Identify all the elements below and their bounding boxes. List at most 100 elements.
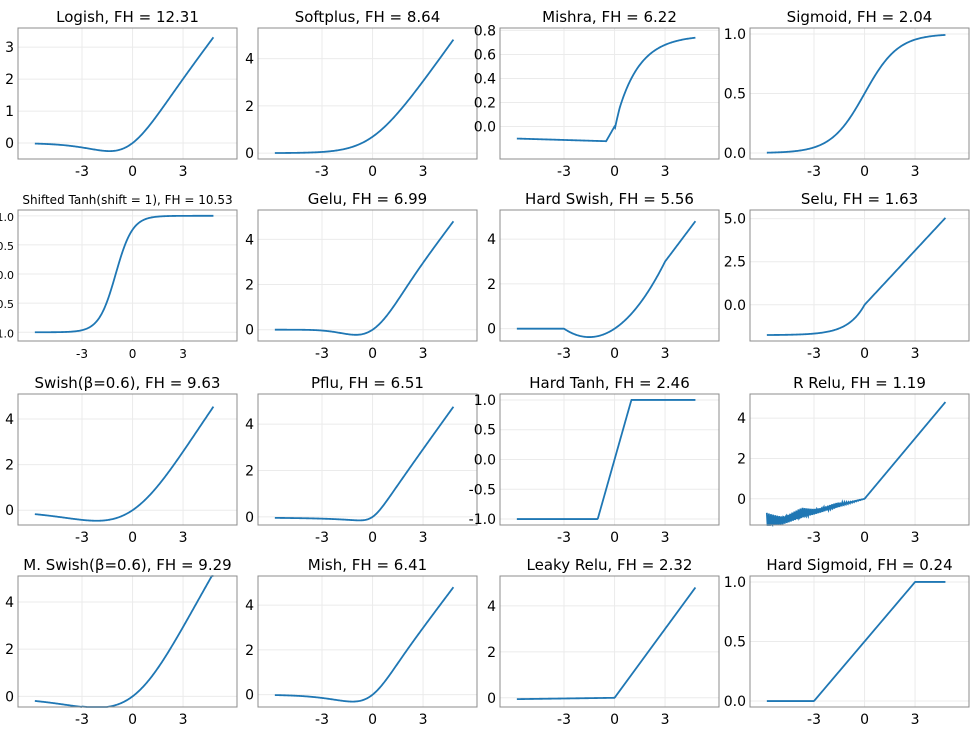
x-tick-label: -3 [807,346,821,362]
series-line [765,401,947,527]
subplot-swish: Swish(β=0.6), FH = 9.63 -3 0 3 0 2 4 [5,374,238,546]
subplot-gelu: Gelu, FH = 6.99 -3 0 3 0 2 4 [245,190,478,362]
x-tick-label: -3 [557,712,571,728]
y-tick-label: 0.8 [474,23,496,39]
y-tick-label: 2 [5,642,14,658]
y-tick-label: 0.0 [474,120,496,136]
series-line [34,214,214,334]
x-tick-label: 3 [419,712,428,728]
plot-frame [749,393,970,526]
x-tick-label: 3 [419,346,428,362]
plot-frame [499,575,720,708]
x-tick-label: 0 [610,164,619,180]
y-tick-label: 4 [245,417,254,433]
subplot-hard-swish: Hard Swish, FH = 5.56 -3 0 3 0 2 4 [487,190,720,362]
plot-frame [499,27,720,160]
series-line [34,575,214,708]
chart-title: Hard Sigmoid, FH = 0.24 [766,556,952,574]
x-tick-label: 0 [610,346,619,362]
x-tick-label: -3 [557,346,571,362]
x-tick-label: 0 [368,164,377,180]
y-tick-label: 1 [5,104,14,120]
series-line [34,36,215,152]
plot-frame [17,27,238,160]
plot-frame [17,393,238,526]
chart-title: Swish(β=0.6), FH = 9.63 [35,374,221,392]
x-tick-label: 3 [419,164,428,180]
y-tick-label: 0 [245,510,254,526]
chart-title: Selu, FH = 1.63 [801,190,918,208]
x-tick-label: -3 [557,164,571,180]
subplot-mish: Mish, FH = 6.41 -3 0 3 0 2 4 [245,556,478,728]
x-tick-label: 0 [128,712,137,728]
y-tick-label: 0 [487,691,496,707]
y-tick-label: 2 [245,464,254,480]
chart-title: Leaky Relu, FH = 2.32 [527,556,693,574]
plot-frame [17,209,238,342]
x-tick-label: -3 [315,712,329,728]
y-tick-label: 2 [245,643,254,659]
y-tick-label: 2.5 [724,255,746,271]
y-tick-label: 2 [487,277,496,293]
plot-frame [257,575,478,708]
y-tick-label: 4 [245,232,254,248]
y-tick-label: 3 [5,40,14,56]
y-tick-label: 2 [487,645,496,661]
y-tick-label: 0.5 [474,423,496,439]
subplot-pflu: Pflu, FH = 6.51 -3 0 3 0 2 4 [245,374,478,546]
x-tick-label: 3 [419,530,428,546]
y-tick-label: -1.0 [469,512,496,528]
series-line [34,406,215,522]
series-line [766,581,946,702]
subplot-leaky-relu: Leaky Relu, FH = 2.32 -3 0 3 0 2 4 [487,556,720,728]
y-tick-label: 0.0 [724,146,746,162]
subplot-r-relu: R Relu, FH = 1.19 -3 0 3 0 2 4 [737,374,970,546]
plot-frame [257,393,478,526]
y-tick-label: 2 [245,278,254,294]
x-tick-label: 3 [661,712,670,728]
y-tick-label: -0.5 [0,298,14,311]
x-tick-label: 3 [911,530,920,546]
x-tick-label: -3 [807,530,821,546]
y-tick-label: 2 [737,451,746,467]
series-line [766,217,947,336]
x-tick-label: -3 [807,712,821,728]
y-tick-label: 1.0 [724,575,746,591]
x-tick-label: 0 [129,347,137,361]
y-tick-label: 4 [487,599,496,615]
chart-title: Logish, FH = 12.31 [56,8,199,26]
x-tick-label: -3 [75,530,89,546]
plot-frame [17,575,238,708]
y-tick-label: 0 [737,492,746,508]
x-tick-label: 0 [128,530,137,546]
chart-title: Sigmoid, FH = 2.04 [787,8,933,26]
y-tick-label: -0.5 [469,482,496,498]
y-tick-label: 0 [245,146,254,162]
x-tick-label: -3 [315,346,329,362]
y-tick-label: 4 [5,412,14,428]
subplot-sigmoid: Sigmoid, FH = 2.04 -3 0 3 0.0 0.5 1.0 [724,8,970,180]
chart-title: Hard Tanh, FH = 2.46 [529,374,690,392]
y-tick-label: 4 [487,232,496,248]
x-tick-label: 0 [860,712,869,728]
chart-title: Pflu, FH = 6.51 [311,374,424,392]
x-tick-label: 3 [661,164,670,180]
y-tick-label: 0 [5,503,14,519]
x-tick-label: 3 [911,164,920,180]
series-line [274,406,455,522]
x-tick-label: 3 [179,164,188,180]
subplot-logish: Logish, FH = 12.31 -3 0 3 0 1 2 3 [5,8,238,180]
y-tick-label: 2 [5,72,14,88]
x-tick-label: 3 [179,347,187,361]
y-tick-label: 0.0 [724,298,746,314]
subplot-selu: Selu, FH = 1.63 -3 0 3 0.0 2.5 5.0 [724,190,970,362]
y-tick-label: 0.5 [724,635,746,651]
plot-frame [749,575,970,708]
plot-frame [749,27,970,160]
x-tick-label: -3 [315,530,329,546]
y-tick-label: 4 [245,52,254,68]
y-tick-label: 5.0 [724,212,746,228]
y-tick-label: 2 [5,458,14,474]
chart-title: R Relu, FH = 1.19 [793,374,926,392]
